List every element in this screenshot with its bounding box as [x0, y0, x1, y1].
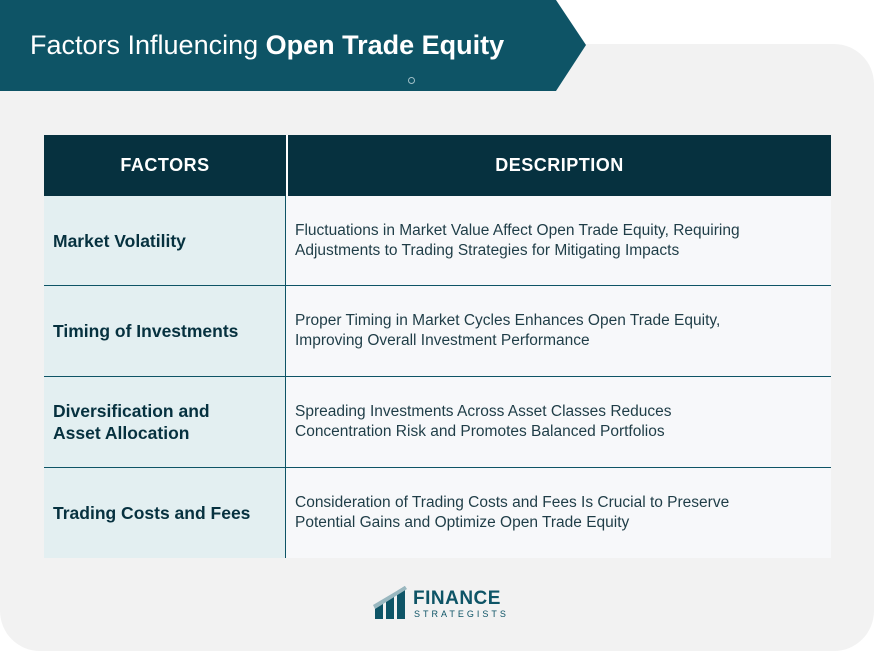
description-text-line: Fluctuations in Market Value Affect Open…: [295, 221, 740, 241]
column-header-factors: FACTORS: [44, 135, 286, 196]
description-text-line: Spreading Investments Across Asset Class…: [295, 402, 672, 422]
decorative-dot-icon: [408, 77, 415, 84]
logo-name: FINANCE: [413, 589, 501, 609]
description-text-line: Potential Gains and Optimize Open Trade …: [295, 513, 729, 533]
table-row: Market Volatility Fluctuations in Market…: [44, 196, 831, 285]
factor-text-line: Timing of Investments: [53, 320, 238, 342]
page-title: Factors Influencing Open Trade Equity: [30, 0, 504, 91]
finance-strategists-logo: FINANCE STRATEGISTS: [373, 585, 513, 621]
table-header-row: FACTORS DESCRIPTION: [44, 135, 831, 196]
column-header-description: DESCRIPTION: [288, 135, 831, 196]
description-text-line: Proper Timing in Market Cycles Enhances …: [295, 311, 720, 331]
table-row: Timing of Investments Proper Timing in M…: [44, 285, 831, 376]
page-title-bold: Open Trade Equity: [266, 30, 505, 60]
logo-subtitle: STRATEGISTS: [414, 609, 509, 619]
factor-cell: Diversification and Asset Allocation: [44, 377, 286, 467]
description-text-line: Concentration Risk and Promotes Balanced…: [295, 422, 672, 442]
description-cell: Spreading Investments Across Asset Class…: [286, 377, 831, 467]
factor-cell: Timing of Investments: [44, 286, 286, 376]
factor-text-line: Asset Allocation: [53, 422, 210, 444]
title-banner: Factors Influencing Open Trade Equity: [0, 0, 586, 91]
page-title-regular: Factors Influencing: [30, 30, 266, 60]
description-text-line: Adjustments to Trading Strategies for Mi…: [295, 241, 740, 261]
finance-strategists-logo-icon: [373, 585, 409, 621]
description-text-line: Improving Overall Investment Performance: [295, 331, 720, 351]
description-cell: Proper Timing in Market Cycles Enhances …: [286, 286, 831, 376]
description-text-line: Consideration of Trading Costs and Fees …: [295, 493, 729, 513]
description-cell: Fluctuations in Market Value Affect Open…: [286, 196, 831, 285]
factor-cell: Market Volatility: [44, 196, 286, 285]
table-row: Diversification and Asset Allocation Spr…: [44, 376, 831, 467]
factor-text-line: Diversification and: [53, 400, 210, 422]
factors-table: FACTORS DESCRIPTION Market Volatility Fl…: [44, 135, 831, 555]
factor-text-line: Trading Costs and Fees: [53, 502, 250, 524]
factor-text-line: Market Volatility: [53, 230, 186, 252]
table-row: Trading Costs and Fees Consideration of …: [44, 467, 831, 558]
description-cell: Consideration of Trading Costs and Fees …: [286, 468, 831, 558]
factor-cell: Trading Costs and Fees: [44, 468, 286, 558]
